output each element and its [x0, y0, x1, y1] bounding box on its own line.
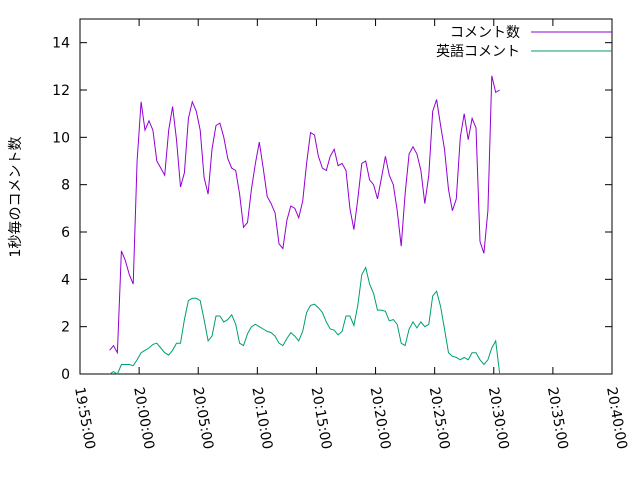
x-tick-label: 20:30:00	[485, 386, 512, 451]
y-axis: 0 2 4 6 8 10 12 14	[52, 36, 612, 383]
y-tick-label: 14	[52, 36, 70, 52]
y-tick-label: 10	[52, 130, 70, 146]
x-tick-label: 20:10:00	[248, 386, 275, 451]
legend-label-2: 英語コメント	[436, 43, 520, 60]
x-tick-label: 20:20:00	[367, 386, 394, 451]
y-tick-label: 6	[61, 225, 70, 241]
y-tick-label: 8	[61, 178, 70, 194]
plot-frame	[79, 18, 613, 375]
x-tick-label: 19:55:00	[71, 386, 98, 451]
y-tick-label: 0	[61, 367, 70, 383]
x-tick-label: 20:25:00	[426, 386, 453, 451]
x-tick-label: 20:40:00	[603, 386, 630, 451]
x-tick-label: 20:15:00	[308, 386, 335, 451]
y-axis-label: 1秒毎のコメント数	[8, 137, 24, 258]
x-axis: 19:55:00 20:00:00 20:05:00 20:10:00 20:15:00…	[71, 19, 630, 451]
x-tick-label: 20:05:00	[189, 386, 216, 451]
series-line-1	[109, 75, 500, 355]
legend-label-1: コメント数	[450, 25, 520, 41]
series-line-2	[109, 266, 501, 375]
y-tick-label: 12	[52, 83, 70, 99]
plot-border	[79, 18, 613, 375]
y-tick-label: 2	[61, 320, 70, 336]
x-tick-label: 20:35:00	[544, 386, 571, 451]
series-layer	[109, 75, 501, 375]
y-tick-label: 4	[61, 272, 70, 288]
x-tick-label: 20:00:00	[130, 386, 157, 451]
